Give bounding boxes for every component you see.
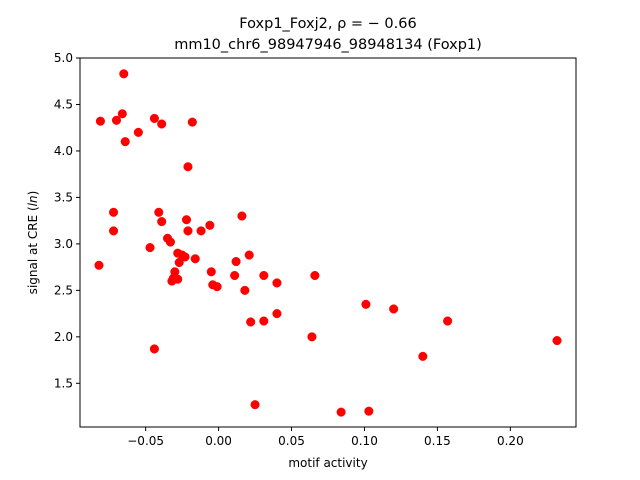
x-axis-ticks: −0.05 0.00 0.05 0.10 0.15 0.20 <box>127 427 524 448</box>
data-point-44 <box>272 309 282 319</box>
data-point-18 <box>181 215 192 225</box>
data-point-2 <box>119 69 129 79</box>
data-point-21 <box>205 220 215 230</box>
plot-frame <box>79 57 577 428</box>
x-axis-label: motif activity <box>288 456 367 470</box>
y-axis-ticks: 1.5 2.0 2.5 3.0 3.5 4.0 4.5 5.0 <box>54 51 80 390</box>
data-point-4 <box>120 137 130 147</box>
data-point-47 <box>361 299 371 309</box>
y-tick-label: 2.0 <box>54 330 73 344</box>
data-point-17 <box>165 237 175 247</box>
data-point-48 <box>389 304 399 314</box>
data-point-35 <box>230 270 240 281</box>
data-point-0 <box>95 116 105 126</box>
data-point-34 <box>212 282 222 292</box>
x-tick-label: −0.05 <box>127 434 164 448</box>
data-point-31 <box>173 274 183 284</box>
y-axis-label: signal at CRE (ln) <box>26 191 40 295</box>
data-point-53 <box>336 407 346 417</box>
data-point-27 <box>174 257 184 268</box>
data-point-36 <box>231 257 241 267</box>
data-point-51 <box>552 336 562 346</box>
data-point-8 <box>187 117 197 127</box>
data-point-43 <box>259 316 269 326</box>
y-tick-label: 4.0 <box>54 144 73 158</box>
data-point-12 <box>94 260 104 270</box>
data-point-38 <box>240 285 250 295</box>
data-point-46 <box>307 332 317 342</box>
data-point-42 <box>246 317 256 327</box>
data-point-15 <box>157 217 167 227</box>
data-point-40 <box>272 278 282 288</box>
y-tick-label: 2.5 <box>54 283 73 297</box>
data-point-26 <box>190 254 200 264</box>
points-layer <box>94 69 562 417</box>
data-point-41 <box>310 270 320 281</box>
y-tick-label: 4.5 <box>54 97 73 111</box>
data-point-25 <box>180 252 190 262</box>
data-point-37 <box>244 250 254 260</box>
data-point-1 <box>111 115 122 125</box>
y-tick-label: 3.0 <box>54 237 73 251</box>
data-point-10 <box>109 207 119 217</box>
data-point-7 <box>157 119 167 129</box>
data-point-6 <box>149 113 159 123</box>
data-point-5 <box>133 127 143 137</box>
data-point-11 <box>109 226 119 236</box>
data-point-20 <box>196 226 206 236</box>
data-point-54 <box>364 406 374 416</box>
x-tick-label: 0.05 <box>278 434 305 448</box>
data-point-50 <box>418 351 428 361</box>
data-point-22 <box>237 211 247 221</box>
y-tick-label: 5.0 <box>54 51 73 65</box>
x-tick-label: 0.15 <box>424 434 451 448</box>
y-tick-label: 1.5 <box>54 376 73 390</box>
data-point-19 <box>183 226 193 236</box>
data-point-9 <box>183 162 193 172</box>
y-tick-label: 3.5 <box>54 190 73 204</box>
data-point-39 <box>259 270 269 281</box>
x-tick-label: 0.20 <box>497 434 524 448</box>
data-point-49 <box>443 316 453 326</box>
data-point-14 <box>154 207 164 217</box>
data-point-32 <box>206 267 216 277</box>
data-point-52 <box>250 400 260 410</box>
data-point-13 <box>145 243 155 253</box>
x-tick-label: 0.00 <box>205 434 232 448</box>
x-tick-label: 0.10 <box>351 434 378 448</box>
chart-title-line2: mm10_chr6_98947946_98948134 (Foxp1) <box>174 37 482 53</box>
data-point-45 <box>149 344 159 354</box>
chart-title-line1: Foxp1_Foxj2, ρ = − 0.66 <box>239 16 416 32</box>
data-point-3 <box>117 109 127 119</box>
